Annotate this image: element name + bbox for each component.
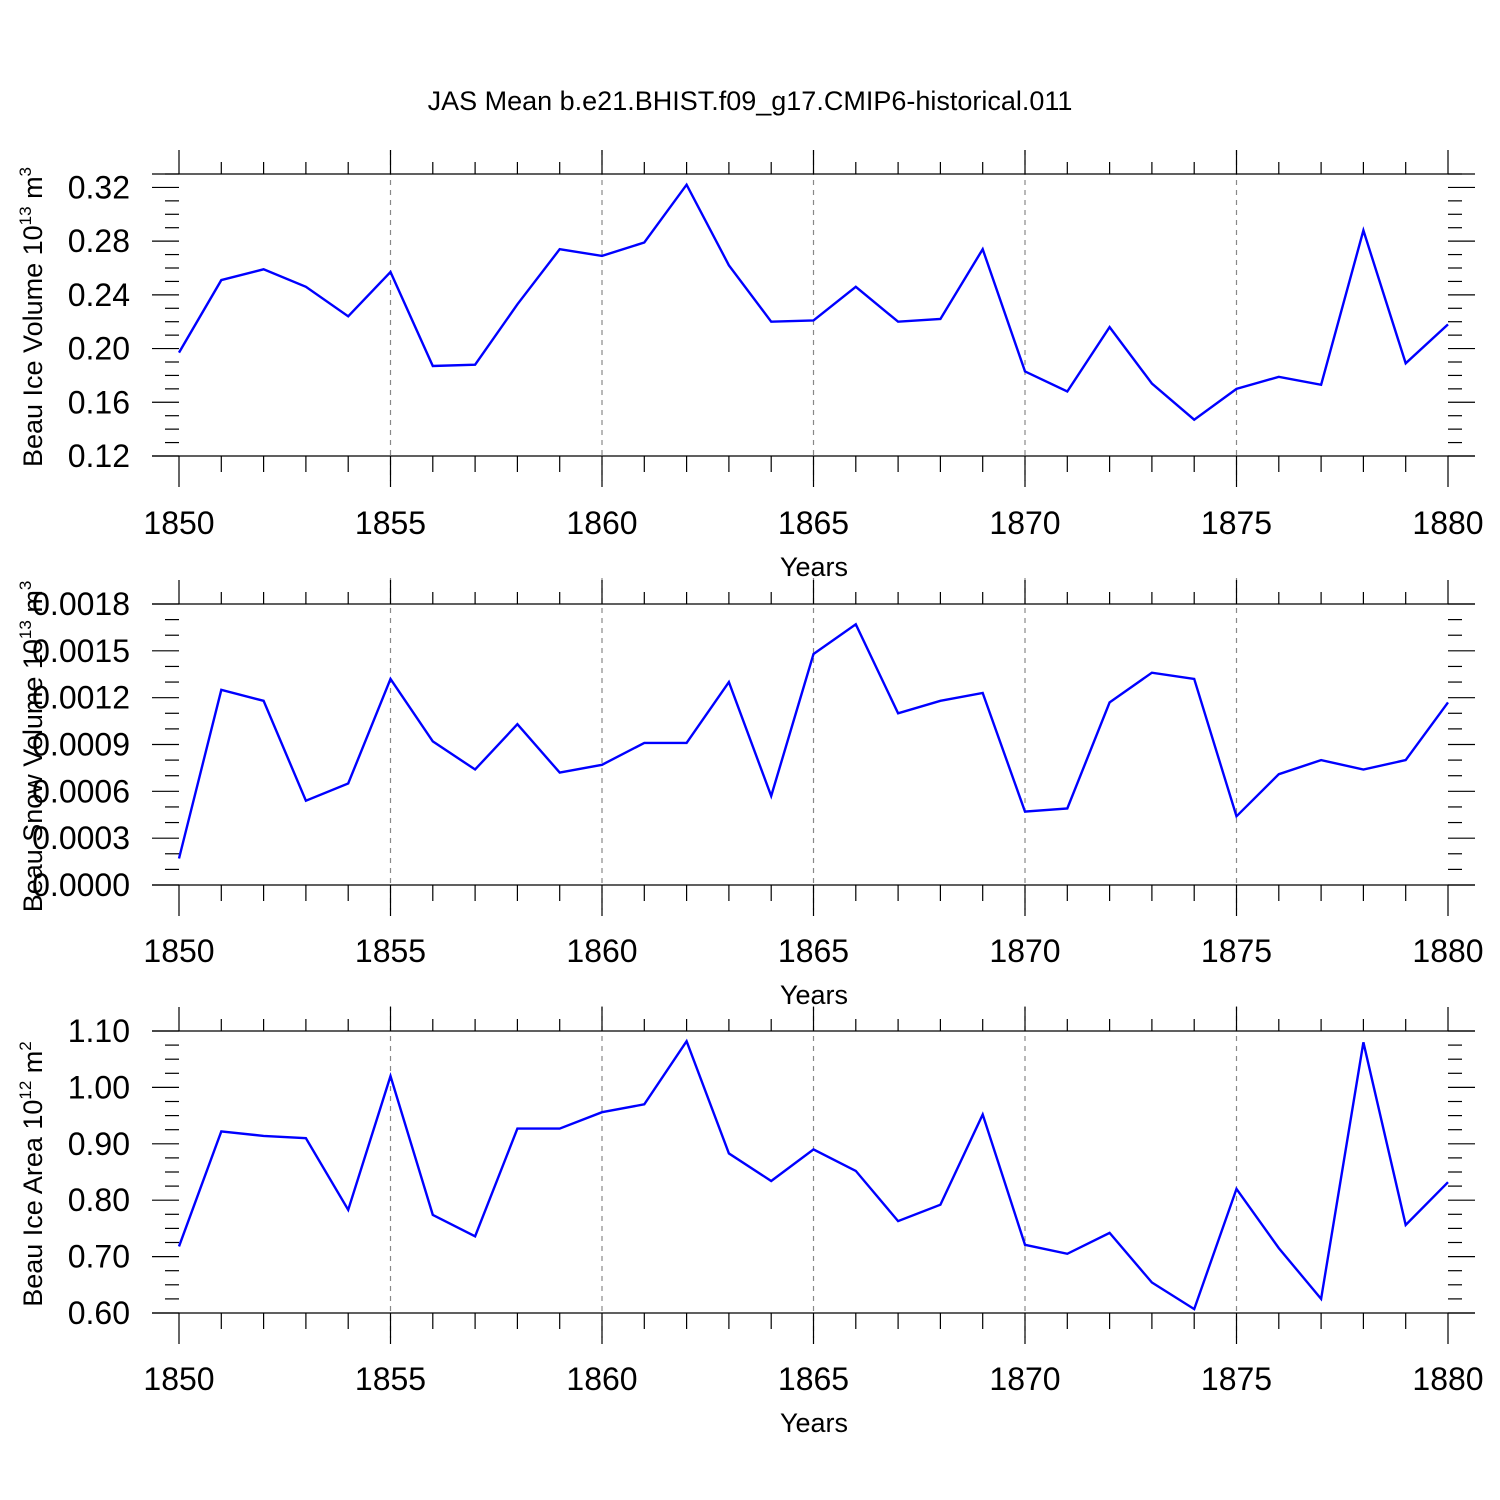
x-tick-label: 1855: [355, 1361, 426, 1397]
series-line: [177, 182, 1449, 422]
panel-3: 0.60 0.70 0.80 0.90 1.00 1.10 1850 1855 1860 1865…: [16, 1006, 1484, 1438]
series-line: [177, 622, 1449, 859]
panel-1: 0.12 0.16 0.20 0.24 0.28 0.32 1850 1855 1860 1865…: [16, 150, 1484, 582]
x-tick-label: 1855: [355, 505, 426, 541]
x-tick-label: 1865: [778, 1361, 849, 1397]
y-tick-label: 0.20: [68, 331, 130, 367]
x-tick-label: 1870: [989, 933, 1060, 969]
x-axis-label: Years: [780, 1408, 848, 1438]
x-tick-label: 1875: [1201, 1361, 1272, 1397]
x-tick-label: 1865: [778, 505, 849, 541]
y-tick-label: 0.28: [68, 223, 130, 259]
y-tick-label: 0.32: [68, 169, 130, 205]
x-tick-label: 1870: [989, 505, 1060, 541]
y-tick-label: 0.60: [68, 1295, 130, 1331]
chart-title: JAS Mean b.e21.BHIST.f09_g17.CMIP6-histo…: [427, 86, 1073, 116]
y-axis-label: Beau Ice Volume 1013 m3: [16, 167, 48, 467]
y-tick-label: 0.70: [68, 1239, 130, 1275]
x-tick-label: 1875: [1201, 505, 1272, 541]
x-tick-label: 1880: [1412, 505, 1483, 541]
y-tick-label: 0.0006: [32, 773, 130, 809]
y-tick-label: 0.12: [68, 438, 130, 474]
x-tick-label: 1850: [143, 1361, 214, 1397]
x-tick-label: 1850: [143, 933, 214, 969]
x-tick-label: 1865: [778, 933, 849, 969]
x-tick-label: 1860: [566, 505, 637, 541]
y-axis-label: Beau Ice Area 1012 m2: [16, 1041, 48, 1307]
y-tick-label: 0.24: [68, 277, 130, 313]
x-axis-label: Years: [780, 980, 848, 1010]
y-tick-label: 0.90: [68, 1126, 130, 1162]
x-tick-label: 1860: [566, 933, 637, 969]
x-tick-label: 1880: [1412, 1361, 1483, 1397]
y-tick-label: 1.00: [68, 1069, 130, 1105]
x-tick-label: 1850: [143, 505, 214, 541]
y-tick-label: 0.0012: [32, 680, 130, 716]
y-tick-label: 0.0003: [32, 820, 130, 856]
y-axis-label: Beau Snow Volume 1013 m3: [16, 581, 48, 913]
y-tick-label: 0.80: [68, 1182, 130, 1218]
x-tick-label: 1875: [1201, 933, 1272, 969]
y-tick-label: 0.0009: [32, 727, 130, 763]
y-tick-label: 1.10: [68, 1013, 130, 1049]
x-tick-label: 1880: [1412, 933, 1483, 969]
panel-2: 0.0000 0.0003 0.0006 0.0009 0.0012 0.0015 0.00…: [16, 578, 1484, 1010]
y-tick-label: 0.0015: [32, 633, 130, 669]
series-line: [177, 1038, 1449, 1311]
y-tick-label: 0.0000: [32, 867, 130, 903]
x-tick-label: 1860: [566, 1361, 637, 1397]
x-tick-label: 1855: [355, 933, 426, 969]
y-tick-label: 0.0018: [32, 586, 130, 622]
x-axis-label: Years: [780, 552, 848, 582]
x-tick-label: 1870: [989, 1361, 1060, 1397]
y-tick-label: 0.16: [68, 384, 130, 420]
